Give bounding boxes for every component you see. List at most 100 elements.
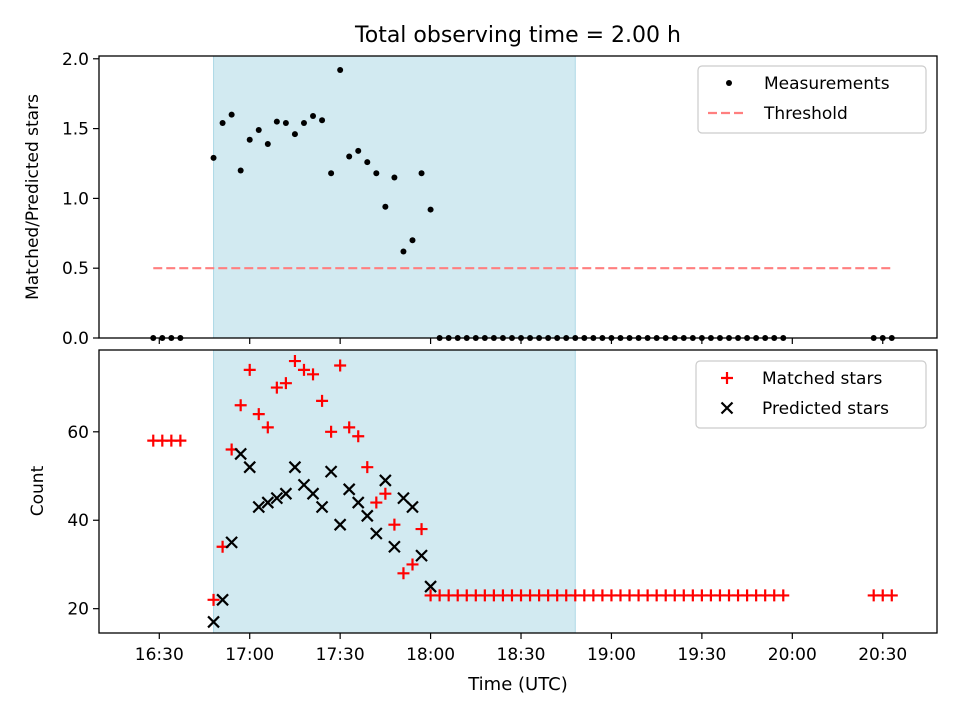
predicted-stars-point xyxy=(207,615,220,629)
predicted-stars-point xyxy=(261,496,275,509)
matched-stars-point xyxy=(234,399,247,412)
ratio-legend: Measurements Threshold xyxy=(697,65,927,134)
matched-stars-point xyxy=(316,394,329,407)
measurement-point xyxy=(273,118,280,125)
measurement-point xyxy=(237,167,244,174)
measurement-point xyxy=(337,66,344,73)
matched-stars-point xyxy=(397,567,410,580)
matched-stars-point xyxy=(388,518,401,531)
measurement-point xyxy=(219,120,226,127)
legend-item: Matched stars xyxy=(721,369,882,389)
counts-panel: 20 40 60 16:30 17:00 17:30 18:00 18:30 19:00 19:3… xyxy=(67,349,938,665)
measurement-point xyxy=(291,131,298,138)
legend-marker xyxy=(721,372,733,384)
predicted-stars-point xyxy=(225,536,238,549)
ratio-y-tick-label: 0.5 xyxy=(62,259,89,279)
measurement-point xyxy=(346,153,353,160)
counts-observing-window xyxy=(213,349,576,634)
x-tick-label: 17:00 xyxy=(225,645,274,665)
measurement-point xyxy=(282,120,289,127)
matched-stars-point xyxy=(406,558,419,571)
matched-stars-point xyxy=(777,589,790,602)
legend-box xyxy=(697,65,927,134)
counts-y-tick-label: 60 xyxy=(67,423,89,443)
x-tick-label: 20:30 xyxy=(858,645,907,665)
counts-axes-frame xyxy=(98,349,938,634)
matched-stars-point xyxy=(270,381,283,394)
measurement-point xyxy=(228,111,235,118)
measurement-point xyxy=(319,117,326,124)
matched-stars-point xyxy=(334,359,347,372)
matched-stars-point xyxy=(343,421,356,434)
measurement-point xyxy=(400,248,407,255)
predicted-stars-series xyxy=(207,447,437,629)
legend-label: Matched stars xyxy=(762,369,882,389)
measurement-point xyxy=(382,203,389,210)
matched-stars-point xyxy=(288,355,301,368)
x-axis-label: Time (UTC) xyxy=(467,674,568,695)
measurement-point xyxy=(255,126,262,133)
legend-box xyxy=(695,360,927,429)
matched-stars-point xyxy=(352,430,365,443)
measurement-point xyxy=(210,154,217,161)
x-tick-label: 19:00 xyxy=(587,645,636,665)
chart-title: Total observing time = 2.00 h xyxy=(354,23,681,48)
measurement-point xyxy=(427,206,434,213)
predicted-stars-point xyxy=(324,465,338,478)
predicted-stars-point xyxy=(315,500,329,514)
counts-y-tick-label: 20 xyxy=(67,600,89,620)
matched-stars-point xyxy=(252,408,265,421)
counts-legend: Matched stars Predicted stars xyxy=(695,360,927,429)
matched-stars-point xyxy=(243,363,256,376)
legend-item: Threshold xyxy=(708,104,848,124)
measurement-point xyxy=(373,170,380,177)
matched-stars-point xyxy=(379,487,392,500)
x-tick-label: 16:30 xyxy=(135,645,184,665)
predicted-stars-point xyxy=(279,487,293,500)
predicted-stars-point xyxy=(333,518,347,531)
measurement-point xyxy=(418,170,425,177)
x-tick-label: 18:00 xyxy=(406,645,455,665)
legend-marker xyxy=(720,401,734,415)
matched-stars-point xyxy=(207,593,220,606)
count-y-axis-label: Count xyxy=(28,465,48,516)
measurement-point xyxy=(264,140,271,147)
measurement-point xyxy=(310,113,317,120)
predicted-stars-point xyxy=(351,496,365,509)
legend-label: Measurements xyxy=(764,74,890,94)
ratio-axes-frame xyxy=(98,55,938,339)
legend-marker xyxy=(726,80,732,86)
ratio-y-tick-label: 1.5 xyxy=(62,120,89,140)
legend-item: Measurements xyxy=(726,74,890,94)
matched-stars-point xyxy=(361,461,374,474)
measurement-point xyxy=(300,120,307,127)
x-tick-label: 18:30 xyxy=(497,645,546,665)
predicted-stars-point xyxy=(406,500,419,514)
predicted-stars-point xyxy=(361,509,374,523)
predicted-stars-point xyxy=(379,474,392,487)
predicted-stars-point xyxy=(216,593,229,607)
matched-stars-point xyxy=(415,523,428,536)
matched-stars-point xyxy=(279,377,292,390)
legend-label: Threshold xyxy=(763,104,848,124)
measurement-point xyxy=(355,147,362,154)
measurement-point xyxy=(328,170,335,177)
matched-stars-point xyxy=(297,363,310,376)
legend-item: Predicted stars xyxy=(720,399,889,419)
x-tick-label: 20:00 xyxy=(768,645,817,665)
measurement-point xyxy=(364,159,371,166)
predicted-stars-point xyxy=(270,491,284,505)
measurement-point xyxy=(409,237,416,244)
predicted-stars-point xyxy=(424,580,437,593)
predicted-stars-point xyxy=(243,460,256,474)
measurement-point xyxy=(246,136,253,143)
predicted-stars-point xyxy=(370,527,383,540)
ratio-y-tick-label: 2.0 xyxy=(62,50,89,70)
ratio-observing-window xyxy=(213,55,576,339)
predicted-stars-point xyxy=(234,447,247,461)
x-tick-label: 17:30 xyxy=(316,645,365,665)
ratio-panel: 0.0 0.5 1.0 1.5 2.0 Measurements Threshold xyxy=(62,50,938,349)
matched-stars-point xyxy=(307,368,320,381)
predicted-stars-point xyxy=(388,540,401,554)
